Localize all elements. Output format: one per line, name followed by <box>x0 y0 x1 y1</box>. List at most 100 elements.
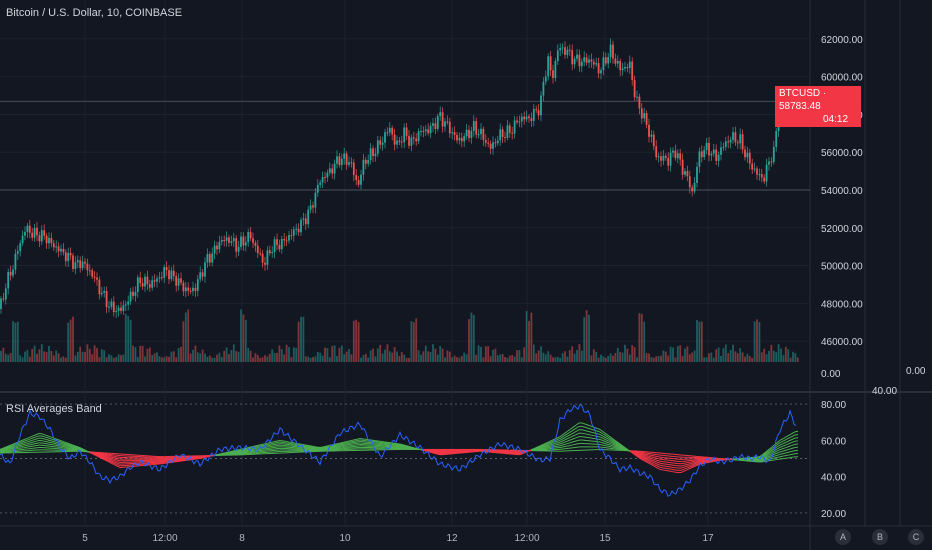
band-line <box>668 470 673 473</box>
band-line <box>767 447 772 451</box>
volume-bar <box>93 345 96 362</box>
band-line <box>71 445 76 447</box>
band-line <box>611 446 616 449</box>
band-line <box>605 441 610 444</box>
volume-bar <box>554 357 557 362</box>
candle-body <box>628 61 631 69</box>
volume-bar <box>218 352 221 362</box>
candle-body <box>96 277 98 280</box>
volume-bar <box>321 355 324 362</box>
candle-body <box>602 57 605 71</box>
y-tick-label: 50000.00 <box>821 262 863 273</box>
band-line <box>650 457 655 460</box>
band-line <box>650 459 655 462</box>
band-line <box>785 446 790 449</box>
volume-bar <box>112 357 115 362</box>
band-line <box>680 464 685 467</box>
candle-body <box>283 238 286 241</box>
band-line <box>113 455 118 458</box>
candle-body <box>276 239 278 245</box>
volume-bar <box>273 352 276 362</box>
band-line <box>764 449 769 453</box>
volume-bar <box>511 355 514 362</box>
band-line <box>563 438 568 441</box>
band-line <box>641 459 646 462</box>
candle-body <box>189 290 192 292</box>
b-button[interactable]: B <box>872 529 888 545</box>
volume-bar <box>259 357 262 362</box>
candle-body <box>571 50 574 65</box>
volume-bar <box>40 344 43 362</box>
volume-bar <box>237 351 240 362</box>
volume-bar <box>792 351 794 362</box>
volume-bar <box>412 322 415 362</box>
band-line <box>41 440 46 442</box>
volume-bar <box>492 349 494 362</box>
band-line <box>548 439 553 443</box>
volume-bar <box>636 357 638 362</box>
candle-body <box>43 230 46 236</box>
band-line <box>581 422 586 425</box>
band-line <box>608 437 613 441</box>
volume-bar <box>775 352 778 362</box>
candle-body <box>648 124 650 137</box>
volume-bar <box>604 357 607 362</box>
candle-body <box>72 255 74 269</box>
volume-bar <box>129 319 132 362</box>
band-line <box>50 444 55 446</box>
band-line <box>50 442 55 444</box>
auto-scale-button[interactable]: A <box>835 529 851 545</box>
band-line <box>599 431 604 435</box>
band-line <box>29 439 34 442</box>
band-line <box>545 441 550 444</box>
volume-bar <box>266 356 269 362</box>
volume-bar <box>216 354 218 362</box>
band-line <box>638 457 643 461</box>
candle-body <box>192 287 194 292</box>
band-line <box>602 431 607 435</box>
volume-bar <box>434 348 437 362</box>
candle-body <box>544 76 547 82</box>
candle-body <box>590 59 593 62</box>
band-line <box>557 437 562 440</box>
candle-body <box>381 142 384 145</box>
band-line <box>434 453 439 455</box>
band-line <box>257 445 262 447</box>
band-line <box>302 444 307 446</box>
band-line <box>548 441 553 444</box>
band-line <box>782 436 787 440</box>
volume-bar <box>314 356 317 362</box>
candle-body <box>124 304 127 306</box>
band-line <box>683 469 688 472</box>
band-line <box>782 439 787 442</box>
volume-bar <box>496 355 499 362</box>
band-line <box>608 435 613 439</box>
candle-body <box>482 128 485 140</box>
candle-body <box>36 227 38 236</box>
band-line <box>335 442 340 445</box>
volume-bar <box>122 354 125 362</box>
band-line <box>398 444 403 447</box>
band-line <box>695 460 700 463</box>
band-line <box>59 441 64 444</box>
band-line <box>563 431 568 435</box>
band-line <box>110 462 115 466</box>
candle-body <box>501 129 504 137</box>
volume-bar <box>384 349 386 362</box>
band-line <box>566 439 571 442</box>
x-tick-label: 12 <box>446 533 458 544</box>
candle-body <box>640 108 643 119</box>
band-line <box>764 452 769 456</box>
band-line <box>32 440 37 443</box>
y-tick-label: 62000.00 <box>821 35 863 46</box>
candle-body <box>460 138 463 142</box>
band-line <box>656 457 661 460</box>
candle-body <box>290 235 293 237</box>
ind-y-tick-label: 40.00 <box>821 473 846 484</box>
candle-body <box>650 134 653 137</box>
band-line <box>353 440 358 442</box>
c-button[interactable]: C <box>908 529 924 545</box>
candle-body <box>314 192 317 208</box>
volume-bar <box>460 356 463 362</box>
